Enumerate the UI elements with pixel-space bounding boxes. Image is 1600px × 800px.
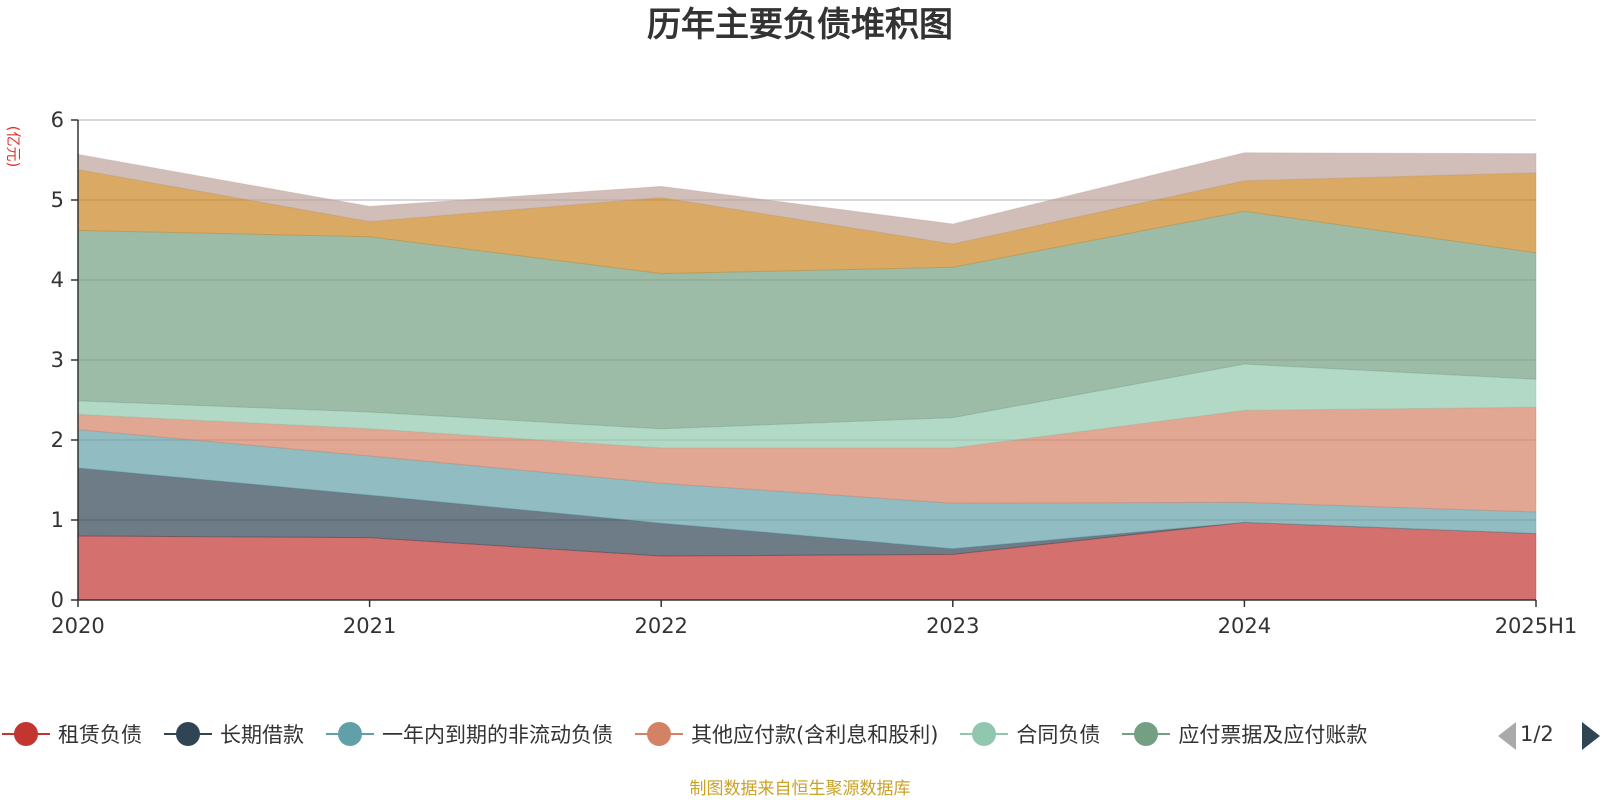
x-tick-label: 2025H1 [1495, 614, 1578, 638]
legend-marker-icon [324, 714, 376, 754]
stacked-area-chart: 0 1 2 3 4 5 6 2020 2021 2022 2023 2024 2025H1 [51, 108, 1578, 638]
legend-label: 合同负债 [1016, 723, 1101, 747]
area-series-7 [77, 152, 1537, 245]
data-source-note: 制图数据来自恒生聚源数据库 [689, 779, 911, 799]
x-tick-label: 2023 [926, 614, 979, 638]
legend-item-4[interactable]: 合同负债 [958, 714, 1100, 754]
legend-page-indicator: 1/2 [1520, 722, 1554, 746]
y-tick-label: 6 [51, 108, 64, 132]
legend-label: 租赁负债 [58, 723, 142, 747]
y-tick-label: 5 [51, 188, 64, 212]
y-tick-label: 4 [51, 268, 64, 292]
legend-item-2[interactable]: 一年内到期的非流动负债 [324, 714, 613, 754]
legend-items-viewport: 租赁负债 长期借款 一年内到期的非流动负债 其他应付款(含利息和股利) 合同负债 应付票据… [0, 714, 1482, 754]
legend-marker-icon [1120, 714, 1172, 754]
legend-marker-icon [633, 714, 685, 754]
y-tick-label: 3 [51, 348, 64, 372]
area-series-layer [77, 152, 1537, 601]
legend-marker-icon [958, 714, 1010, 754]
legend-label: 长期借款 [220, 723, 304, 747]
y-tick-label: 1 [51, 508, 64, 532]
legend-item-5[interactable]: 应付票据及应付账款 [1120, 714, 1367, 754]
x-tick-label: 2020 [51, 614, 104, 638]
axes: 0 1 2 3 4 5 6 2020 2021 2022 2023 2024 2025H1 [51, 108, 1578, 638]
x-tick-label: 2021 [343, 614, 396, 638]
legend-item-3[interactable]: 其他应付款(含利息和股利) [633, 714, 938, 754]
legend-label: 其他应付款(含利息和股利) [691, 723, 939, 747]
x-tick-label: 2024 [1218, 614, 1271, 638]
legend-prev-page-arrow-icon[interactable] [1498, 722, 1516, 750]
legend-label: 应付票据及应付账款 [1178, 723, 1368, 747]
legend-item-0[interactable]: 租赁负债 [0, 714, 142, 754]
legend-item-1[interactable]: 长期借款 [162, 714, 304, 754]
chart-title: 历年主要负债堆积图 [647, 5, 953, 45]
legend-marker-icon [162, 714, 214, 754]
x-tick-label: 2022 [634, 614, 687, 638]
legend-label: 一年内到期的非流动负债 [382, 723, 613, 747]
y-tick-label: 0 [51, 588, 64, 612]
y-tick-label: 2 [51, 428, 64, 452]
legend-marker-icon [0, 714, 52, 754]
legend-next-page-arrow-icon[interactable] [1582, 722, 1600, 750]
legend: 租赁负债 长期借款 一年内到期的非流动负债 其他应付款(含利息和股利) 合同负债 应付票据… [0, 714, 1600, 754]
